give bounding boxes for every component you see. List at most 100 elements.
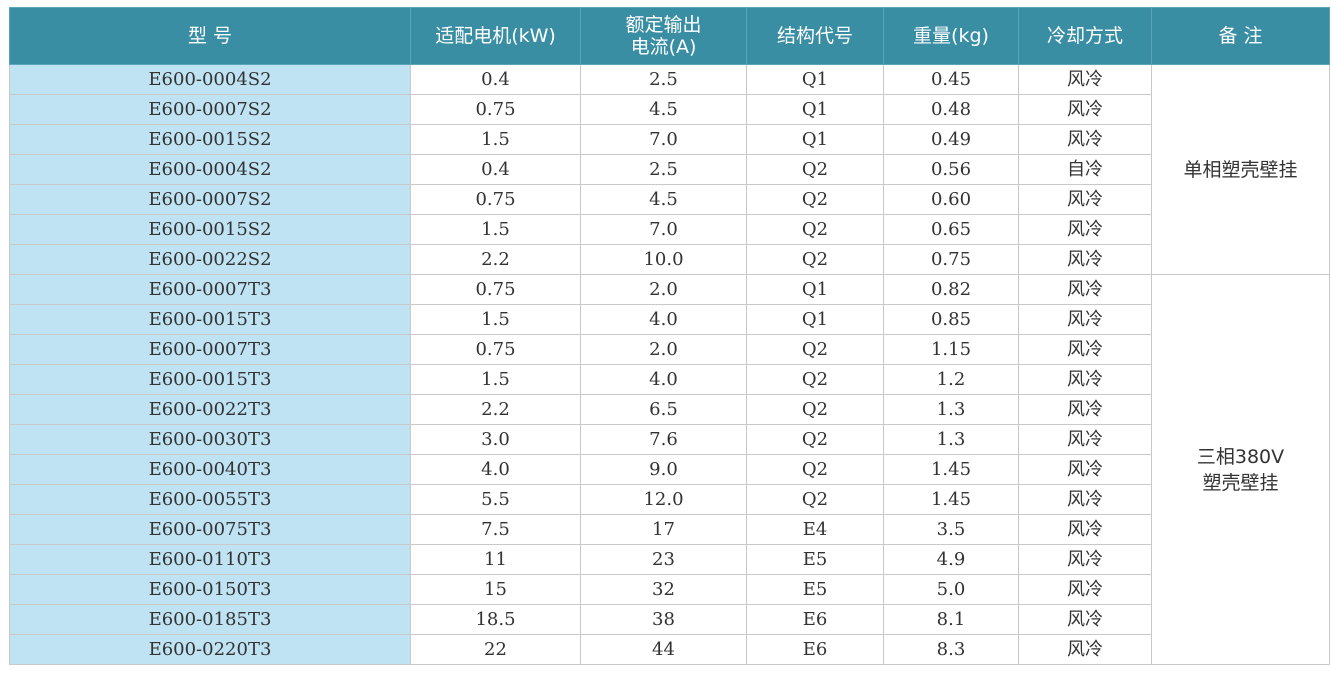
cell-model: E600-0055T3 bbox=[9, 484, 411, 515]
cell-cooling: 风冷 bbox=[1018, 454, 1152, 485]
cell-motor-power: 0.75 bbox=[410, 274, 581, 305]
cell-motor-power: 5.5 bbox=[410, 484, 581, 515]
header-structure-code: 结构代号 bbox=[746, 7, 884, 65]
cell-model: E600-0030T3 bbox=[9, 424, 411, 455]
spec-table: 型 号 适配电机(kW) 额定输出 电流(A) 结构代号 重量(kg) 冷却方式… bbox=[9, 7, 1330, 665]
header-model: 型 号 bbox=[9, 7, 411, 65]
cell-structure-code: Q2 bbox=[746, 484, 884, 515]
cell-cooling: 风冷 bbox=[1018, 484, 1152, 515]
cell-rated-current: 32 bbox=[580, 574, 747, 605]
cell-weight: 0.75 bbox=[883, 244, 1019, 275]
cell-weight: 8.1 bbox=[883, 604, 1019, 635]
cell-model: E600-0015S2 bbox=[9, 214, 411, 245]
cell-motor-power: 22 bbox=[410, 634, 581, 665]
cell-rated-current: 4.0 bbox=[580, 304, 747, 335]
table-body: E600-0004S2 0.4 2.5 Q1 0.45 风冷 单相塑壳壁挂 E600-0007… bbox=[9, 64, 1330, 665]
cell-motor-power: 4.0 bbox=[410, 454, 581, 485]
cell-cooling: 风冷 bbox=[1018, 514, 1152, 545]
table-row: E600-0015T3 1.5 4.0 Q1 0.85 风冷 bbox=[9, 304, 1330, 335]
table-row: E600-0220T3 22 44 E6 8.3 风冷 bbox=[9, 634, 1330, 665]
cell-weight: 0.65 bbox=[883, 214, 1019, 245]
cell-motor-power: 0.75 bbox=[410, 94, 581, 125]
cell-motor-power: 11 bbox=[410, 544, 581, 575]
cell-cooling: 风冷 bbox=[1018, 364, 1152, 395]
cell-structure-code: Q2 bbox=[746, 424, 884, 455]
cell-rated-current: 2.0 bbox=[580, 274, 747, 305]
table-row: E600-0110T3 11 23 E5 4.9 风冷 bbox=[9, 544, 1330, 575]
table-row: E600-0004S2 0.4 2.5 Q2 0.56 自冷 bbox=[9, 154, 1330, 185]
cell-model: E600-0075T3 bbox=[9, 514, 411, 545]
table-row: E600-0075T3 7.5 17 E4 3.5 风冷 bbox=[9, 514, 1330, 545]
header-remarks: 备 注 bbox=[1151, 7, 1330, 65]
cell-cooling: 风冷 bbox=[1018, 424, 1152, 455]
cell-cooling: 风冷 bbox=[1018, 604, 1152, 635]
cell-motor-power: 1.5 bbox=[410, 364, 581, 395]
cell-rated-current: 23 bbox=[580, 544, 747, 575]
cell-remarks: 三相380V 塑壳壁挂 bbox=[1151, 274, 1330, 665]
cell-model: E600-0220T3 bbox=[9, 634, 411, 665]
cell-structure-code: Q2 bbox=[746, 364, 884, 395]
header-row: 型 号 适配电机(kW) 额定输出 电流(A) 结构代号 重量(kg) 冷却方式… bbox=[9, 7, 1330, 65]
header-motor-power: 适配电机(kW) bbox=[410, 7, 581, 65]
cell-weight: 1.2 bbox=[883, 364, 1019, 395]
cell-rated-current: 4.5 bbox=[580, 184, 747, 215]
table-row: E600-0015S2 1.5 7.0 Q1 0.49 风冷 bbox=[9, 124, 1330, 155]
cell-rated-current: 2.0 bbox=[580, 334, 747, 365]
table-row: E600-0004S2 0.4 2.5 Q1 0.45 风冷 单相塑壳壁挂 bbox=[9, 64, 1330, 275]
cell-motor-power: 0.4 bbox=[410, 154, 581, 185]
cell-weight: 1.15 bbox=[883, 334, 1019, 365]
cell-cooling: 风冷 bbox=[1018, 304, 1152, 335]
cell-motor-power: 18.5 bbox=[410, 604, 581, 635]
cell-cooling: 风冷 bbox=[1018, 64, 1152, 95]
cell-structure-code: Q2 bbox=[746, 244, 884, 275]
table-row: E600-0015S2 1.5 7.0 Q2 0.65 风冷 bbox=[9, 214, 1330, 245]
cell-cooling: 风冷 bbox=[1018, 274, 1152, 305]
cell-weight: 1.45 bbox=[883, 454, 1019, 485]
cell-cooling: 风冷 bbox=[1018, 184, 1152, 215]
cell-rated-current: 6.5 bbox=[580, 394, 747, 425]
cell-rated-current: 7.0 bbox=[580, 124, 747, 155]
cell-weight: 1.45 bbox=[883, 484, 1019, 515]
cell-structure-code: Q1 bbox=[746, 304, 884, 335]
cell-weight: 0.45 bbox=[883, 64, 1019, 95]
cell-cooling: 风冷 bbox=[1018, 634, 1152, 665]
cell-motor-power: 0.75 bbox=[410, 184, 581, 215]
cell-rated-current: 4.0 bbox=[580, 364, 747, 395]
cell-model: E600-0150T3 bbox=[9, 574, 411, 605]
cell-structure-code: E4 bbox=[746, 514, 884, 545]
table-row: E600-0007T3 0.75 2.0 Q1 0.82 风冷 三相380V 塑壳壁挂 bbox=[9, 274, 1330, 665]
cell-cooling: 风冷 bbox=[1018, 124, 1152, 155]
cell-model: E600-0015T3 bbox=[9, 364, 411, 395]
header-cooling: 冷却方式 bbox=[1018, 7, 1152, 65]
table-row: E600-0150T3 15 32 E5 5.0 风冷 bbox=[9, 574, 1330, 605]
cell-rated-current: 44 bbox=[580, 634, 747, 665]
cell-model: E600-0110T3 bbox=[9, 544, 411, 575]
table-row: E600-0015T3 1.5 4.0 Q2 1.2 风冷 bbox=[9, 364, 1330, 395]
cell-model: E600-0007S2 bbox=[9, 184, 411, 215]
cell-model: E600-0004S2 bbox=[9, 154, 411, 185]
cell-weight: 5.0 bbox=[883, 574, 1019, 605]
cell-cooling: 风冷 bbox=[1018, 574, 1152, 605]
table-row: E600-0007S2 0.75 4.5 Q1 0.48 风冷 bbox=[9, 94, 1330, 125]
table-header: 型 号 适配电机(kW) 额定输出 电流(A) 结构代号 重量(kg) 冷却方式… bbox=[9, 7, 1330, 65]
cell-motor-power: 0.75 bbox=[410, 334, 581, 365]
cell-structure-code: E6 bbox=[746, 604, 884, 635]
cell-model: E600-0015T3 bbox=[9, 304, 411, 335]
table-row: E600-0040T3 4.0 9.0 Q2 1.45 风冷 bbox=[9, 454, 1330, 485]
cell-weight: 0.85 bbox=[883, 304, 1019, 335]
cell-motor-power: 2.2 bbox=[410, 244, 581, 275]
cell-rated-current: 2.5 bbox=[580, 154, 747, 185]
cell-structure-code: Q2 bbox=[746, 334, 884, 365]
cell-cooling: 风冷 bbox=[1018, 214, 1152, 245]
table-row: E600-0007T3 0.75 2.0 Q2 1.15 风冷 bbox=[9, 334, 1330, 365]
cell-structure-code: E5 bbox=[746, 574, 884, 605]
cell-structure-code: E6 bbox=[746, 634, 884, 665]
cell-model: E600-0007T3 bbox=[9, 274, 411, 305]
header-rated-current: 额定输出 电流(A) bbox=[580, 7, 747, 65]
cell-rated-current: 2.5 bbox=[580, 64, 747, 95]
cell-structure-code: Q2 bbox=[746, 184, 884, 215]
cell-structure-code: Q2 bbox=[746, 454, 884, 485]
table-row: E600-0185T3 18.5 38 E6 8.1 风冷 bbox=[9, 604, 1330, 635]
cell-motor-power: 1.5 bbox=[410, 304, 581, 335]
cell-motor-power: 3.0 bbox=[410, 424, 581, 455]
